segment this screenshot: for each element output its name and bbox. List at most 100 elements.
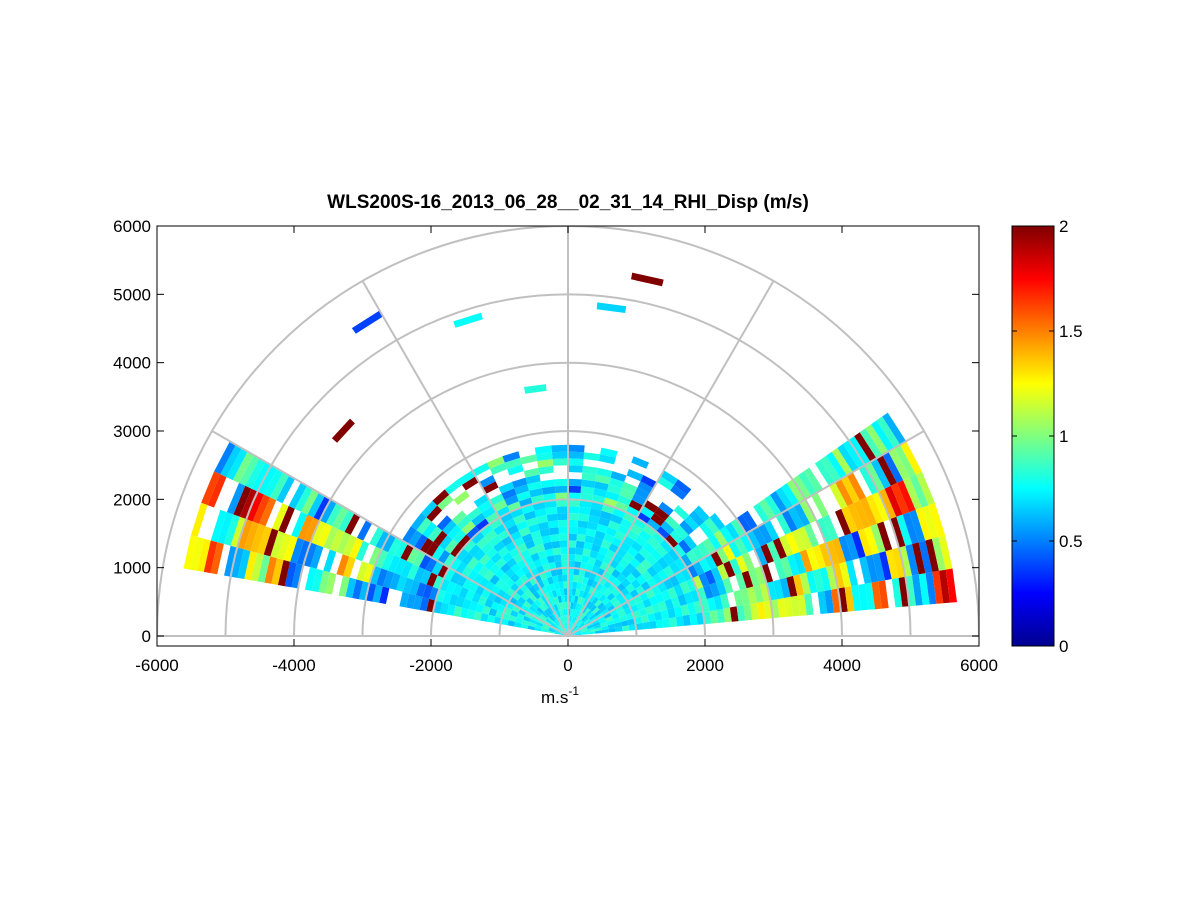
scan-cell: [859, 556, 872, 584]
scan-cell: [422, 584, 433, 599]
scan-cell: [686, 564, 699, 579]
scan-cell: [453, 312, 483, 328]
scan-cell: [680, 604, 690, 616]
scan-cell: [338, 575, 350, 597]
scan-cell: [793, 502, 811, 527]
scan-cell: [588, 586, 596, 595]
scan-cell: [457, 534, 472, 549]
scan-cell: [871, 581, 882, 610]
scan-cell: [323, 526, 339, 550]
scan-cell: [826, 451, 847, 479]
scan-cell: [822, 514, 839, 541]
scan-cell: [482, 605, 491, 615]
scan-cell: [550, 568, 558, 577]
scan-cell: [358, 581, 370, 601]
scan-cell: [432, 575, 444, 590]
scan-cell: [878, 488, 897, 520]
scan-cell: [574, 554, 583, 562]
scan-cell: [518, 526, 531, 537]
scan-cell: [557, 626, 564, 632]
scan-cell: [534, 624, 543, 629]
scan-cell: [682, 614, 691, 626]
scan-cell: [574, 632, 582, 635]
scan-cell: [866, 494, 884, 524]
scan-cell: [812, 544, 826, 569]
scan-cell: [558, 609, 563, 617]
scan-cell: [523, 600, 532, 609]
scan-cell: [553, 554, 562, 562]
scan-cell: [551, 622, 558, 629]
scan-cell: [310, 544, 324, 569]
scan-cell: [560, 554, 568, 562]
scan-cell: [450, 571, 462, 584]
scan-cell: [610, 514, 623, 525]
scan-cell: [534, 609, 542, 617]
scan-cell: [546, 513, 558, 522]
scan-cell: [548, 606, 555, 614]
scan-cell: [859, 428, 883, 459]
scan-cell: [294, 485, 313, 512]
scan-cell: [633, 517, 647, 530]
scan-cell: [859, 497, 877, 527]
scan-cell: [529, 618, 537, 625]
scan-cell: [323, 549, 337, 573]
scan-cell: [601, 625, 609, 631]
y-tick-label: 5000: [113, 285, 151, 304]
scan-cell: [443, 567, 456, 582]
scan-cell: [558, 526, 568, 534]
scan-cell: [799, 572, 811, 595]
scan-cell: [510, 610, 519, 618]
scan-cell: [722, 543, 736, 561]
scan-cell: [870, 458, 891, 489]
scan-cell: [664, 534, 679, 549]
scan-cell: [568, 506, 580, 514]
scan-cell: [864, 526, 879, 555]
scan-cell: [596, 523, 608, 534]
scan-cell: [530, 552, 540, 562]
scan-cell: [585, 528, 597, 537]
scan-cell: [237, 519, 253, 550]
scan-cell: [640, 558, 652, 571]
scan-cell: [329, 529, 345, 552]
scan-cell: [655, 544, 668, 557]
scan-cell: [656, 526, 670, 540]
scan-cell: [568, 526, 578, 534]
scan-cell: [554, 631, 562, 635]
scan-cell: [525, 474, 541, 485]
scan-cell: [529, 594, 538, 603]
scan-cell: [812, 568, 825, 593]
scan-cell: [777, 598, 787, 618]
scan-cell: [259, 497, 277, 527]
scan-cell: [524, 539, 536, 550]
scan-cell: [570, 623, 574, 630]
scan-cell: [613, 617, 621, 624]
scan-cell: [557, 513, 568, 521]
scan-cell: [741, 570, 754, 589]
scan-cell: [677, 593, 688, 606]
scan-cell: [586, 578, 595, 587]
x-axis-label: m.s-1: [541, 684, 579, 707]
scan-cell: [437, 549, 451, 565]
y-tick-label: 2000: [113, 490, 151, 509]
scan-cell: [576, 582, 583, 590]
scan-cell: [458, 586, 469, 599]
scan-cell: [372, 584, 383, 603]
scan-cell: [564, 622, 567, 630]
scan-cell: [699, 521, 714, 538]
scan-cell: [743, 604, 753, 621]
scan-cell: [332, 506, 349, 530]
scan-cell: [230, 516, 247, 548]
scan-cell: [512, 605, 521, 613]
scan-cell: [450, 543, 464, 558]
scan-cell: [291, 511, 308, 538]
scan-cell: [514, 600, 524, 609]
scan-cell: [517, 596, 526, 605]
scan-cell: [467, 569, 479, 582]
scan-cell: [864, 582, 876, 610]
scan-cell: [704, 517, 720, 535]
scan-cell: [576, 620, 583, 627]
scan-cell: [471, 592, 482, 604]
scan-cell: [625, 583, 636, 593]
scan-cell: [336, 532, 351, 555]
scan-cell: [587, 602, 595, 610]
